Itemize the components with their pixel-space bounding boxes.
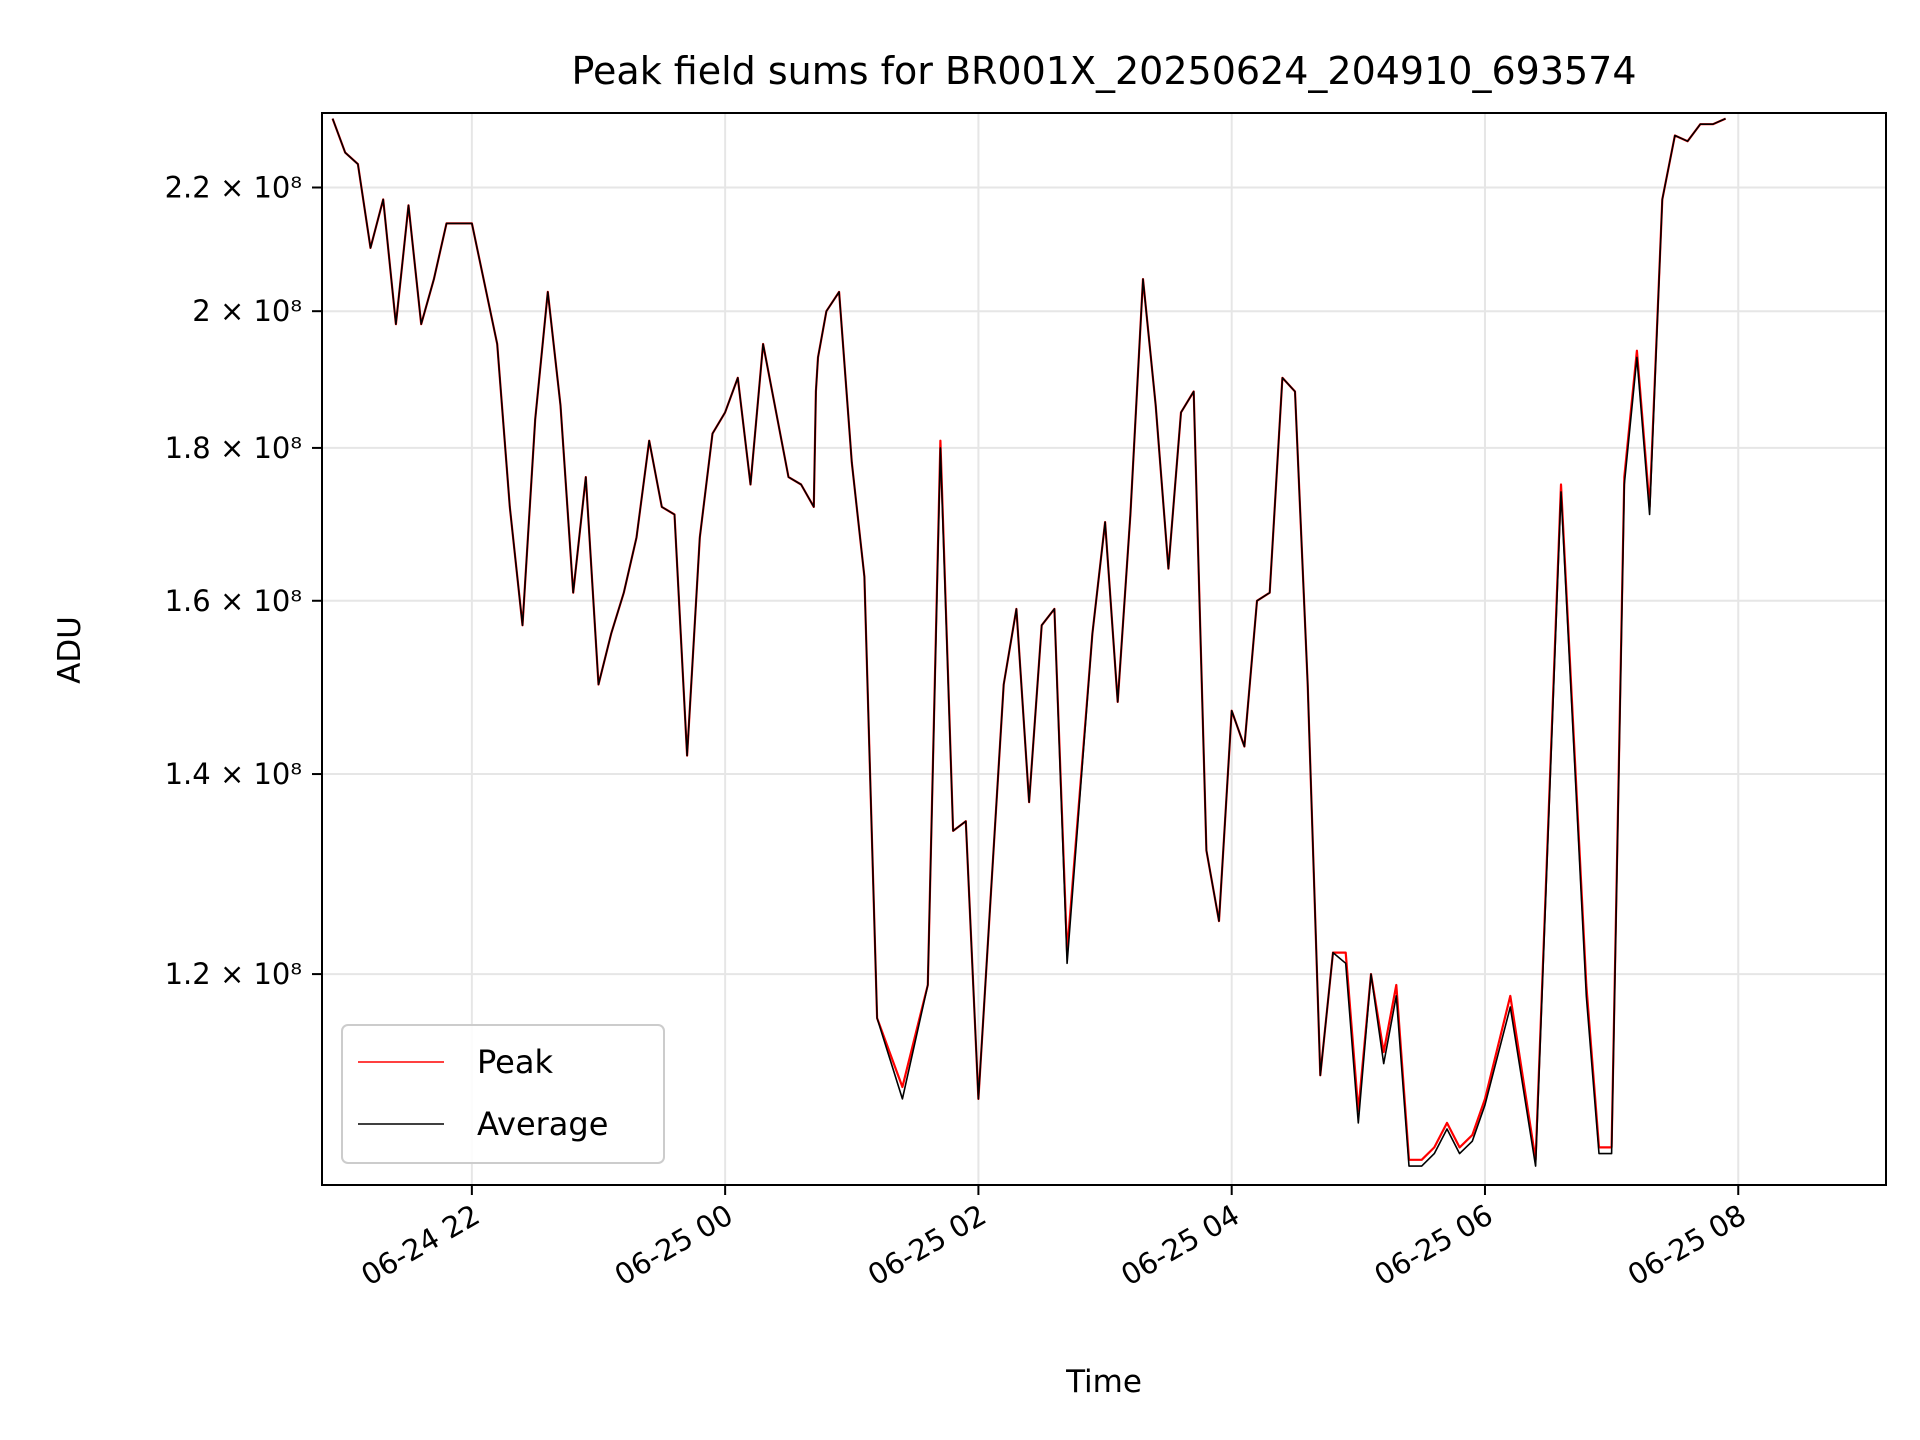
y-tick-label: 2.2 × 10⁸ xyxy=(165,171,302,205)
y-tick-label: 1.8 × 10⁸ xyxy=(165,431,302,465)
x-axis-label: Time xyxy=(1065,1364,1142,1400)
y-axis: 1.2 × 10⁸ 1.4 × 10⁸ 1.6 × 10⁸ 1.8 × 10⁸ 2 × … xyxy=(165,171,322,991)
legend-label-average: Average xyxy=(477,1105,608,1143)
legend-label-peak: Peak xyxy=(477,1043,553,1081)
y-tick-label: 1.4 × 10⁸ xyxy=(165,757,302,791)
series-layer xyxy=(331,117,1727,1167)
chart-title: Peak field sums for BR001X_20250624_2049… xyxy=(571,49,1636,93)
series-line-average xyxy=(331,117,1726,1167)
y-tick-label: 1.2 × 10⁸ xyxy=(165,957,302,991)
y-axis-label: ADU xyxy=(52,616,88,684)
legend: Peak Average xyxy=(341,1024,665,1164)
y-tick-label: 2 × 10⁸ xyxy=(192,294,302,328)
legend-box xyxy=(341,1024,665,1164)
grid-lines xyxy=(322,113,1886,1185)
plot-frame xyxy=(321,112,1887,1186)
y-tick-label: 1.6 × 10⁸ xyxy=(165,584,302,618)
